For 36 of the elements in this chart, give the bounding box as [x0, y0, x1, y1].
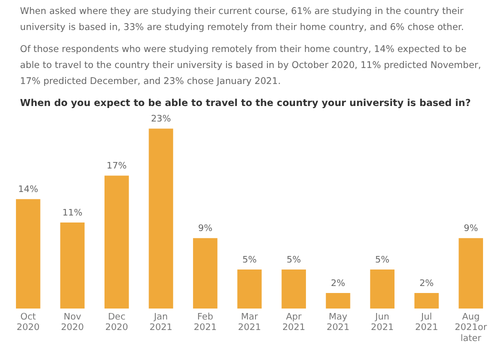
bar: [370, 269, 394, 309]
bar: [104, 176, 129, 309]
x-tick-label: Jan 2021: [150, 312, 172, 334]
bar: [60, 222, 85, 309]
bar: [326, 292, 350, 309]
bar: [193, 238, 218, 309]
data-label: 9%: [198, 224, 213, 234]
x-tick-label: Mar 2021: [238, 312, 261, 334]
data-label: 14%: [18, 184, 39, 195]
bar: [237, 269, 262, 309]
data-label: 5%: [242, 255, 258, 266]
data-label: 9%: [464, 224, 478, 234]
data-label: 23%: [150, 114, 172, 124]
data-label: 2%: [419, 278, 434, 289]
data-label: 2%: [330, 278, 346, 289]
x-tick-label: Nov 2020: [60, 312, 84, 334]
x-tick-label: Jun 2021: [370, 312, 394, 334]
bar: [414, 292, 439, 309]
bar: [16, 199, 40, 309]
x-tick-label: Jul 2021: [415, 312, 438, 334]
x-tick-label: May 2021: [326, 312, 350, 334]
bar: [148, 128, 174, 309]
x-tick-label: Apr 2021: [282, 312, 306, 334]
x-tick-label: Aug 2021or later: [454, 312, 488, 344]
data-label: 11%: [62, 208, 83, 218]
data-label: 5%: [375, 255, 390, 266]
x-tick-label: Oct 2020: [16, 312, 40, 334]
chart-title: When do you expect to be able to travel to the country your university is based in?: [20, 98, 472, 109]
data-label: 5%: [286, 255, 302, 266]
text: When asked where they are studying their current course, 61% are studying in the country their university is based in, 33% are studying remotely from their home country, and 6% chose other.: [20, 5, 465, 35]
data-label: 17%: [106, 161, 128, 172]
text: Of those respondents who were studying remotely from their home country, 14% expected to be able to travel to the country their university is based in by October 2020, 11% predicted November, 17% predicted December, and 23% chose January 2021.: [20, 43, 482, 89]
x-tick-label: Dec 2020: [105, 312, 128, 334]
x-tick-label: Feb 2021: [194, 312, 217, 334]
bar: [458, 238, 484, 309]
bar: [282, 269, 306, 309]
